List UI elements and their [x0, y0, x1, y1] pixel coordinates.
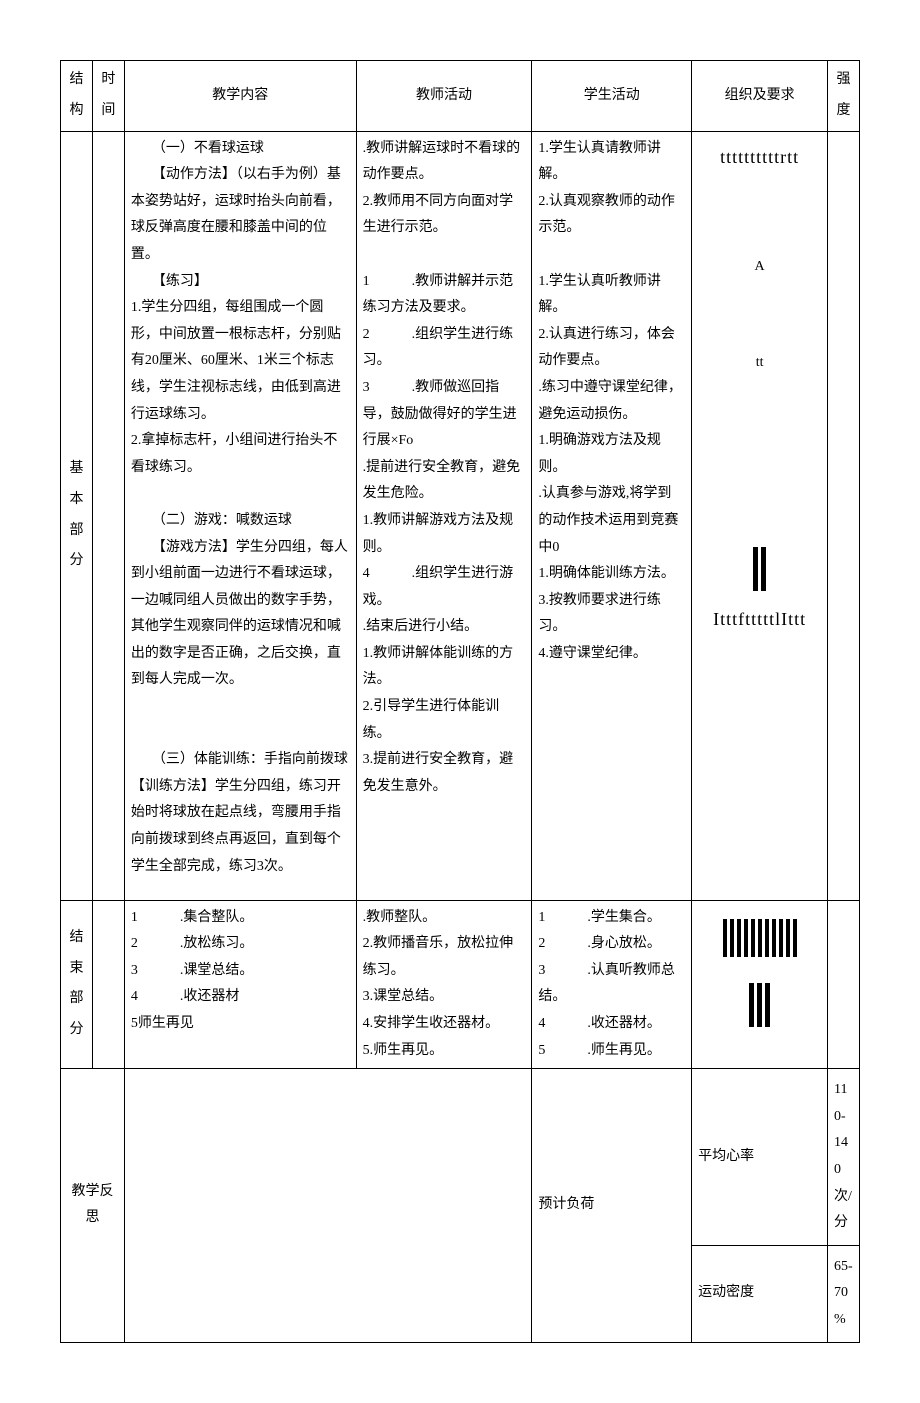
content-main: （一）不看球运球 【动作方法】（以右手为例）基本姿势站好，运球时抬头向前看，球反… [124, 131, 356, 900]
row-footer-1: 教学反思 预计负荷 平均心率 110-140次/分 [61, 1069, 860, 1246]
teacher-end: .教师整队。 2.教师播音乐，放松拉伸练习。 3.课堂总结。 4.安排学生收还器… [356, 900, 532, 1069]
student-end: 1 .学生集合。 2 .身心放松。 3 .认真听教师总结。 4 .收还器材。 5… [532, 900, 692, 1069]
col-teacher: 教师活动 [356, 61, 532, 132]
org-main: ttttttttttrtt A tt ItttftttttlIttt [692, 131, 828, 900]
lesson-plan-table: 结构 时间 教学内容 教师活动 学生活动 组织及要求 强度 基本部分 （一）不看… [60, 60, 860, 1343]
col-content: 教学内容 [124, 61, 356, 132]
time-main [92, 131, 124, 900]
intensity-main [828, 131, 860, 900]
org-line2: ItttftttttlIttt [698, 602, 821, 636]
time-end [92, 900, 124, 1069]
hr-value: 110-140次/分 [828, 1069, 860, 1246]
col-intensity: 强度 [828, 61, 860, 132]
col-structure: 结构 [61, 61, 93, 132]
density-value: 65-70% [828, 1245, 860, 1342]
hr-label: 平均心率 [692, 1069, 828, 1246]
teacher-main: .教师讲解运球时不看球的动作要点。 2.教师用不同方向面对学生进行示范。 1 .… [356, 131, 532, 900]
col-student: 学生活动 [532, 61, 692, 132]
student-main: 1.学生认真请教师讲解。 2.认真观察教师的动作示范。 1.学生认真听教师讲解。… [532, 131, 692, 900]
row-main: 基本部分 （一）不看球运球 【动作方法】（以右手为例）基本姿势站好，运球时抬头向… [61, 131, 860, 900]
content-end: 1 .集合整队。 2 .放松练习。 3 .课堂总结。 4 .收还器材 5师生再见 [124, 900, 356, 1069]
org-mid2: tt [698, 350, 821, 377]
org-end [692, 900, 828, 1069]
col-time: 时间 [92, 61, 124, 132]
row-end: 结束部分 1 .集合整队。 2 .放松练习。 3 .课堂总结。 4 .收还器材 … [61, 900, 860, 1069]
col-org: 组织及要求 [692, 61, 828, 132]
intensity-end [828, 900, 860, 1069]
section-label-main: 基本部分 [61, 131, 93, 900]
table-header-row: 结构 时间 教学内容 教师活动 学生活动 组织及要求 强度 [61, 61, 860, 132]
org-mid1: A [698, 254, 821, 281]
bars-icon-3 [749, 983, 770, 1027]
section-label-end: 结束部分 [61, 900, 93, 1069]
density-label: 运动密度 [692, 1245, 828, 1342]
org-line1: ttttttttttrtt [698, 140, 821, 174]
bars-icon-1 [753, 547, 766, 591]
bars-icon-2 [723, 919, 797, 957]
